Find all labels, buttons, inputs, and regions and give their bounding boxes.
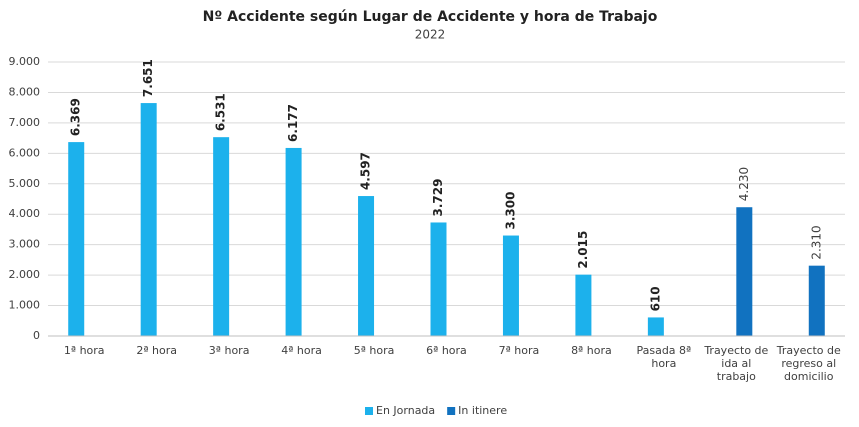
- x-tick-label: 8ª hora: [571, 344, 612, 357]
- y-tick-label: 5.000: [9, 177, 41, 190]
- chart-title: Nº Accidente según Lugar de Accidente y …: [203, 9, 658, 25]
- legend-label: En Jornada: [376, 404, 435, 417]
- x-tick-label: 5ª hora: [353, 344, 395, 357]
- x-tick-label: 3ª hora: [208, 344, 250, 357]
- legend-swatch: [447, 407, 456, 415]
- x-tick-label: 4ª hora: [281, 344, 322, 357]
- chart-subtitle: 2022: [415, 28, 446, 42]
- value-label: 2.015: [576, 231, 590, 269]
- y-tick-label: 8.000: [9, 85, 41, 98]
- x-tick-label: 1ª hora: [63, 344, 105, 357]
- bar: [647, 317, 664, 336]
- value-label: 3.300: [503, 192, 517, 230]
- bar: [285, 147, 302, 336]
- value-label: 4.597: [359, 152, 373, 190]
- value-label: 3.729: [431, 179, 445, 217]
- value-label: 7.651: [141, 59, 155, 97]
- legend-swatch: [365, 407, 373, 415]
- x-tick-label: Trayecto de regreso al domicilio: [776, 344, 841, 383]
- bar: [430, 222, 447, 336]
- bar: [140, 103, 157, 337]
- bar: [502, 235, 519, 336]
- y-tick-label: 2.000: [9, 268, 41, 281]
- bar: [808, 265, 825, 336]
- bar: [575, 274, 592, 336]
- value-label: 4.230: [737, 167, 751, 201]
- y-tick-label: 0: [33, 329, 40, 342]
- bar: [213, 137, 230, 336]
- value-label: 610: [648, 286, 662, 311]
- legend-label: In itinere: [458, 404, 507, 417]
- y-tick-label: 7.000: [9, 116, 41, 129]
- bar: [358, 196, 375, 336]
- value-label: 6.531: [214, 93, 228, 131]
- x-tick-label: Trayecto de ida al trabajo: [704, 344, 769, 383]
- x-tick-label: Pasada 8ª hora: [636, 344, 692, 370]
- y-tick-label: 3.000: [9, 238, 41, 251]
- y-tick-label: 1.000: [9, 299, 41, 312]
- y-tick-label: 9.000: [9, 55, 41, 68]
- value-label: 6.177: [286, 104, 300, 142]
- x-tick-label: 2ª hora: [136, 344, 177, 357]
- x-tick-label: 7ª hora: [498, 344, 540, 357]
- value-label: 2.310: [809, 225, 823, 259]
- bar: [736, 207, 753, 336]
- value-label: 6.369: [69, 98, 83, 136]
- x-tick-label: 6ª hora: [426, 344, 467, 357]
- bar: [68, 142, 85, 336]
- y-tick-label: 6.000: [9, 146, 41, 159]
- y-tick-label: 4.000: [9, 207, 41, 220]
